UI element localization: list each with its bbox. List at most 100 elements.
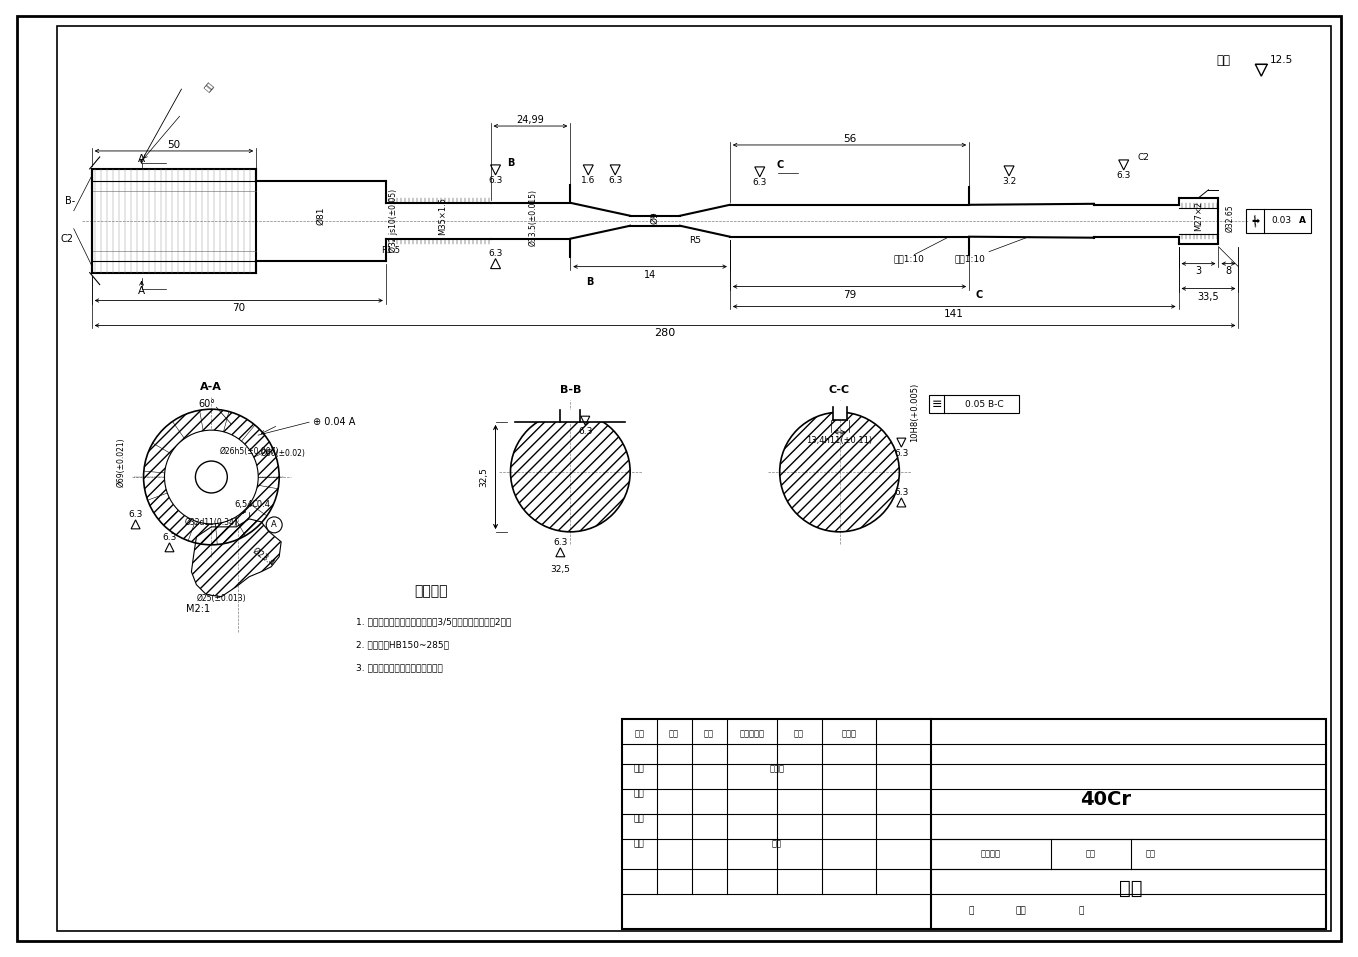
Text: 33,5: 33,5: [1198, 292, 1219, 301]
Text: 14: 14: [644, 270, 656, 279]
Text: 分区: 分区: [703, 730, 714, 739]
Text: 批准: 批准: [771, 839, 782, 849]
Text: 3.2: 3.2: [1002, 177, 1016, 187]
Text: 6.3: 6.3: [1116, 171, 1131, 180]
Text: R1.5: R1.5: [382, 246, 401, 256]
Text: Ø32d11(0.34): Ø32d11(0.34): [185, 519, 238, 527]
Text: Ø32 js10(±0.05): Ø32 js10(±0.05): [390, 189, 398, 253]
Text: 6,54: 6,54: [234, 501, 253, 509]
Text: 更改文件号: 更改文件号: [739, 730, 765, 739]
Text: 张: 张: [1078, 906, 1084, 915]
Text: 6.3: 6.3: [489, 176, 502, 186]
Text: 70: 70: [232, 303, 246, 314]
Text: Ø33.5(±0.015): Ø33.5(±0.015): [528, 189, 538, 246]
Text: 50: 50: [167, 140, 181, 150]
Text: B-B: B-B: [559, 386, 581, 395]
Text: 141: 141: [944, 309, 964, 320]
Text: 标准化: 标准化: [769, 765, 784, 773]
Text: 其余: 其余: [1217, 54, 1230, 67]
Text: 24,99: 24,99: [516, 115, 545, 125]
Text: A: A: [272, 521, 277, 529]
Text: 设计: 设计: [634, 765, 645, 773]
Text: 6.3: 6.3: [553, 539, 568, 547]
Text: 重量: 重量: [1086, 850, 1096, 858]
Text: ➡: ➡: [1251, 215, 1259, 226]
Bar: [511, 411, 630, 422]
Text: 13,4h11(±0.11): 13,4h11(±0.11): [807, 435, 873, 445]
Text: 6.3: 6.3: [489, 249, 502, 258]
Text: 半轴: 半轴: [1119, 879, 1142, 899]
Text: 6.3: 6.3: [752, 178, 767, 188]
Text: ≡: ≡: [932, 398, 942, 411]
Text: Ø26h5(±0.007): Ø26h5(±0.007): [220, 447, 278, 456]
Text: C2: C2: [60, 234, 73, 244]
Text: 切槽: 切槽: [202, 80, 216, 94]
Text: 6.3: 6.3: [163, 533, 177, 543]
Bar: [92, 168, 257, 273]
Text: 12.5: 12.5: [1270, 56, 1294, 65]
Text: C2: C2: [1138, 153, 1150, 163]
Text: C-C: C-C: [828, 386, 850, 395]
Text: 60°: 60°: [198, 399, 215, 410]
Text: Ø60(±0.02): Ø60(±0.02): [261, 449, 306, 458]
Text: 工艺: 工艺: [634, 839, 645, 849]
Text: 79: 79: [843, 290, 856, 300]
Text: 阶段标记: 阶段标记: [980, 850, 1001, 858]
Text: R5: R5: [689, 236, 701, 245]
Text: 共: 共: [968, 906, 974, 915]
Text: 锥度1:10: 锥度1:10: [894, 255, 925, 263]
Text: 280: 280: [655, 328, 676, 339]
Text: Ø25(±0.013): Ø25(±0.013): [197, 594, 246, 603]
Text: 标记: 标记: [634, 730, 644, 739]
Text: ⊕ 0.04 A: ⊕ 0.04 A: [312, 417, 356, 427]
Text: A: A: [1298, 216, 1305, 225]
Text: 8: 8: [1225, 266, 1232, 276]
Text: A: A: [139, 285, 145, 296]
Text: 1. 精磨前渗碳淬火深度为齿面的3/5，工作齿数不少于2个。: 1. 精磨前渗碳淬火深度为齿面的3/5，工作齿数不少于2个。: [356, 617, 511, 626]
Text: 10H8(+0.005): 10H8(+0.005): [910, 383, 919, 442]
Text: Ø23.4: Ø23.4: [250, 545, 276, 568]
Text: 6.3: 6.3: [894, 488, 909, 498]
Text: 处数: 处数: [669, 730, 679, 739]
Text: A-A: A-A: [201, 382, 223, 392]
Text: 0.03: 0.03: [1271, 216, 1291, 225]
Bar: [832, 402, 846, 420]
Text: C: C: [975, 290, 983, 300]
Circle shape: [164, 430, 258, 523]
Text: 年月日: 年月日: [842, 730, 857, 739]
Text: Ø69(±0.021): Ø69(±0.021): [117, 437, 126, 487]
Circle shape: [266, 517, 282, 533]
Text: M27×2: M27×2: [1194, 201, 1203, 231]
Text: 40Cr: 40Cr: [1080, 790, 1131, 809]
Text: 锥度1:10: 锥度1:10: [955, 255, 985, 263]
Text: 0.05 B-C: 0.05 B-C: [964, 400, 1004, 409]
Text: A: A: [139, 154, 145, 164]
Text: 6.3: 6.3: [608, 176, 622, 186]
Text: 技术要求: 技术要求: [414, 585, 448, 599]
Text: C: C: [775, 160, 784, 170]
Text: /: /: [1251, 213, 1260, 228]
Text: C0.4: C0.4: [251, 501, 270, 509]
Bar: [1247, 209, 1312, 233]
Text: 3: 3: [1195, 266, 1202, 276]
Text: 3. 两端保留中心孔，锐棱去毛刺。: 3. 两端保留中心孔，锐棱去毛刺。: [356, 663, 443, 672]
Text: 签名: 签名: [793, 730, 804, 739]
Text: B: B: [507, 158, 515, 167]
Text: M2:1: M2:1: [186, 604, 210, 613]
Text: Ø32.65: Ø32.65: [1226, 204, 1234, 232]
Text: 6.3: 6.3: [129, 510, 143, 520]
Text: Ø81: Ø81: [316, 207, 326, 225]
Bar: [622, 720, 1327, 928]
Text: B-: B-: [65, 196, 75, 206]
Text: 6.3: 6.3: [894, 449, 909, 457]
Text: 32,5: 32,5: [550, 566, 570, 574]
Text: 校核: 校核: [634, 790, 645, 798]
Text: B: B: [587, 277, 593, 286]
Text: 6.3: 6.3: [579, 427, 592, 435]
Text: 1.6: 1.6: [581, 176, 595, 186]
Circle shape: [196, 461, 227, 493]
Text: 2. 调质处理HB150~285。: 2. 调质处理HB150~285。: [356, 640, 449, 649]
Text: M35×1.5: M35×1.5: [439, 197, 447, 234]
Text: 审核: 审核: [634, 814, 645, 824]
Bar: [929, 395, 1018, 413]
